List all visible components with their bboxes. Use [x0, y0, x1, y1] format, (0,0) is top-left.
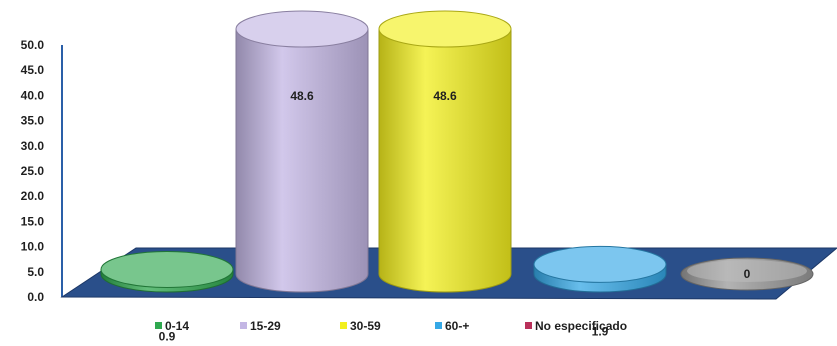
data-label: 48.6: [290, 89, 314, 103]
legend-swatch: [435, 322, 442, 329]
legend-item: 0-14: [155, 319, 189, 333]
bar-body: [235, 28, 369, 293]
y-tick-label: 35.0: [21, 114, 45, 128]
y-tick-label: 25.0: [21, 164, 45, 178]
legend-label: 0-14: [165, 319, 189, 333]
legend-swatch: [240, 322, 247, 329]
data-label: 48.6: [433, 89, 457, 103]
y-tick-label: 30.0: [21, 139, 45, 153]
bar-30-59: [378, 10, 512, 293]
bar-60-+: [533, 245, 667, 293]
legend-swatch: [340, 322, 347, 329]
y-tick-label: 45.0: [21, 63, 45, 77]
y-tick-label: 15.0: [21, 214, 45, 228]
bar-top: [100, 250, 234, 288]
legend-item: No especificado: [525, 319, 627, 333]
bar-15-29: [235, 10, 369, 293]
bar-disk-highlight: [687, 260, 807, 282]
y-tick-label: 0.0: [27, 290, 44, 304]
legend-item: 60-+: [435, 319, 469, 333]
legend-swatch: [525, 322, 532, 329]
y-tick-label: 50.0: [21, 38, 45, 52]
legend-label: 15-29: [250, 319, 281, 333]
legend-label: 30-59: [350, 319, 381, 333]
y-tick-label: 20.0: [21, 189, 45, 203]
data-labels: 0.9 48.6 48.6 1.9 0: [159, 89, 751, 343]
y-tick-label: 10.0: [21, 240, 45, 254]
bar-No especificado: [680, 257, 814, 291]
bars: [100, 10, 814, 293]
data-label: 0.9: [159, 329, 176, 343]
bar-top: [378, 10, 512, 48]
bar-0-14: [100, 250, 234, 293]
bar-top: [235, 10, 369, 48]
legend-label: 60-+: [445, 319, 469, 333]
data-label: 0: [744, 267, 751, 281]
y-tick-label: 40.0: [21, 88, 45, 102]
legend-item: 30-59: [340, 319, 381, 333]
bar-top: [533, 245, 667, 283]
legend-label: No especificado: [535, 319, 627, 333]
y-tick-label: 5.0: [27, 265, 44, 279]
y-axis: 0.0 5.0 10.0 15.0 20.0 25.0 30.0 35.0 40.0 45.0 50…: [21, 38, 63, 304]
data-label: 1.9: [592, 324, 609, 338]
legend-swatch: [155, 322, 162, 329]
legend-item: 15-29: [240, 319, 281, 333]
legend: 0-14 15-29 30-59 60-+ No especificado: [155, 319, 627, 333]
bar-body: [378, 28, 512, 293]
